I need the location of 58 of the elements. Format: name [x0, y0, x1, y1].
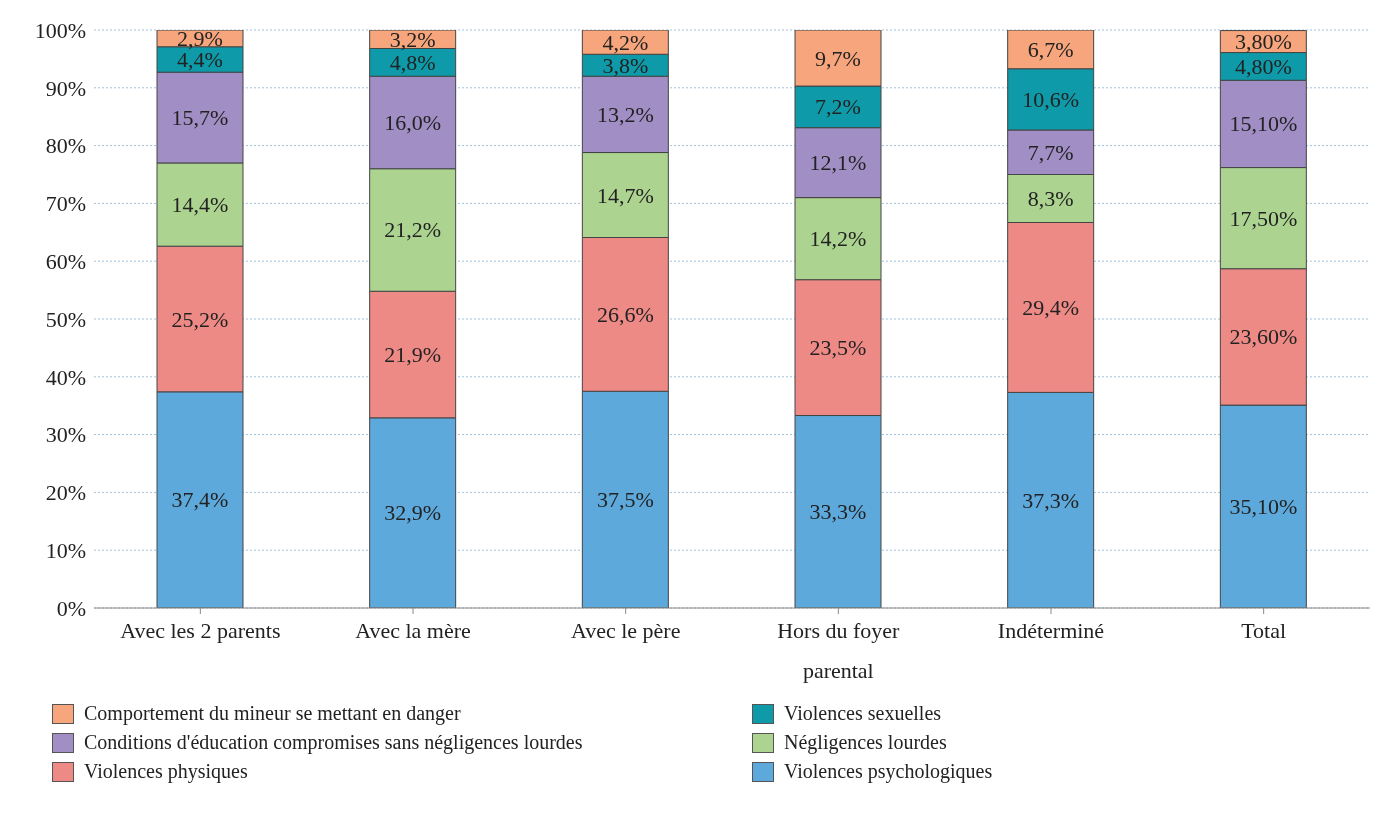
x-tick-label: Avec la mère — [355, 618, 471, 643]
x-tick-label: Avec le père — [570, 618, 681, 643]
legend-label: Comportement du mineur se mettant en danger — [84, 702, 461, 725]
y-tick-label: 50% — [45, 306, 86, 332]
data-label: 21,2% — [384, 217, 442, 243]
data-label: 2,9% — [177, 25, 223, 51]
data-label: 37,4% — [171, 487, 229, 513]
data-label: 37,3% — [1022, 487, 1080, 513]
data-label: 6,7% — [1027, 36, 1074, 62]
y-tick-label: 60% — [45, 249, 86, 275]
y-tick-label: 100% — [34, 17, 86, 43]
data-label: 8,3% — [1027, 185, 1074, 211]
data-label: 4,2% — [602, 29, 649, 55]
data-label: 33,3% — [809, 499, 867, 525]
data-label: 26,6% — [596, 301, 654, 327]
data-label: 14,2% — [809, 226, 867, 252]
y-tick-label: 30% — [45, 422, 86, 448]
data-label: 4,80% — [1234, 53, 1292, 79]
data-label: 14,7% — [596, 182, 654, 208]
legend-label: Violences psychologiques — [784, 760, 993, 783]
data-label: 23,60% — [1229, 324, 1298, 350]
data-label: 12,1% — [809, 150, 867, 176]
legend-label: Violences sexuelles — [784, 702, 942, 725]
data-label: 25,2% — [171, 306, 229, 332]
x-tick-label: Avec les 2 parents — [120, 618, 281, 643]
data-label: 17,50% — [1229, 205, 1298, 231]
data-label: 29,4% — [1022, 294, 1080, 320]
legend-label: Négligences lourdes — [784, 731, 947, 754]
data-label: 32,9% — [384, 500, 442, 526]
data-label: 4,8% — [389, 49, 436, 75]
data-label: 15,10% — [1229, 111, 1298, 137]
y-tick-label: 90% — [45, 75, 86, 101]
y-tick-label: 70% — [45, 191, 86, 217]
data-label: 9,7% — [815, 45, 861, 71]
data-label: 23,5% — [809, 335, 867, 361]
y-tick-label: 0% — [56, 595, 86, 621]
data-label: 3,80% — [1234, 29, 1292, 55]
y-tick-label: 10% — [45, 538, 86, 564]
data-label: 15,7% — [171, 105, 229, 131]
y-tick-label: 80% — [45, 133, 86, 159]
data-label: 21,9% — [384, 342, 442, 368]
data-label: 16,0% — [384, 109, 442, 135]
x-tick-label: Total — [1241, 618, 1287, 643]
data-label: 3,2% — [389, 26, 436, 52]
data-label: 35,10% — [1229, 494, 1298, 520]
legend-label: Conditions d'éducation compromises sans négligences lourdes — [84, 731, 583, 754]
y-tick-label: 40% — [45, 364, 86, 390]
data-label: 3,8% — [602, 52, 649, 78]
legend-label: Violences physiques — [84, 760, 248, 783]
x-tick-label: Hors du foyer parental — [777, 618, 901, 683]
x-tick-label: Indéterminé — [997, 618, 1105, 643]
y-tick-label: 20% — [45, 480, 86, 506]
data-label: 7,2% — [815, 94, 861, 120]
data-label: 10,6% — [1022, 86, 1080, 112]
data-label: 7,7% — [1027, 139, 1074, 165]
data-label: 14,4% — [171, 192, 229, 218]
data-label: 37,5% — [596, 487, 654, 513]
data-label: 13,2% — [596, 101, 654, 127]
